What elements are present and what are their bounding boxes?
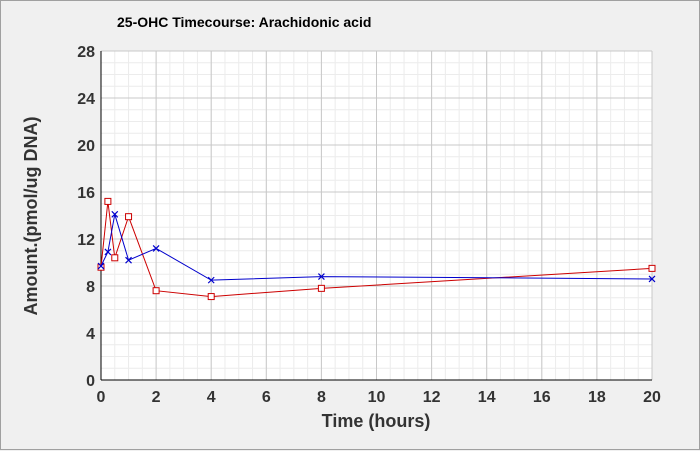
chart-title: 25-OHC Timecourse: Arachidonic acid [117,14,371,30]
series-1-point [152,287,160,295]
series-2-point [648,275,656,283]
x-tick-label: 2 [152,389,161,406]
x-axis-label: Time (hours) [322,411,431,431]
x-tick-label: 4 [207,389,216,406]
y-tick-label: 16 [77,185,95,202]
y-tick-label: 12 [77,232,95,249]
y-tick-label: 28 [77,44,95,61]
series-1-point [207,293,215,301]
y-tick-label: 4 [86,326,95,343]
y-tick-label: 8 [86,279,95,296]
series-2-point [97,262,105,270]
series-2-point [125,256,132,264]
y-tick-labels: 0 4 8 12 16 20 24 28 [77,44,95,390]
series-1-point [97,263,105,271]
series-1-point [111,254,119,262]
series-group [97,197,656,301]
x-tick-label: 6 [262,389,271,406]
series-2-point [207,276,215,284]
series-1-point [104,197,112,205]
series-2-point [104,248,112,256]
series-2-point [111,210,119,218]
x-tick-label: 10 [368,389,386,406]
series-2-point [317,273,325,281]
series-2-point [152,244,160,252]
x-tick-label: 14 [478,389,496,406]
x-tick-label: 12 [423,389,441,406]
series-1-point [125,213,133,221]
series-2-line [100,214,653,281]
series-1-point [317,284,325,292]
x-tick-labels: 0 2 4 6 8 10 12 14 16 18 20 [97,389,661,406]
axes [100,51,652,381]
x-tick-label: 8 [317,389,326,406]
y-tick-label: 0 [86,373,95,390]
x-tick-label: 16 [533,389,551,406]
x-tick-label: 18 [588,389,606,406]
x-tick-label: 0 [97,389,106,406]
y-axis-label: Amount.(pmol/ug DNA) [21,117,41,316]
x-tick-label: 20 [643,389,661,406]
series-1-point [648,264,656,272]
y-tick-label: 24 [77,91,95,108]
y-tick-label: 20 [77,138,95,155]
series-1-line [100,201,653,298]
